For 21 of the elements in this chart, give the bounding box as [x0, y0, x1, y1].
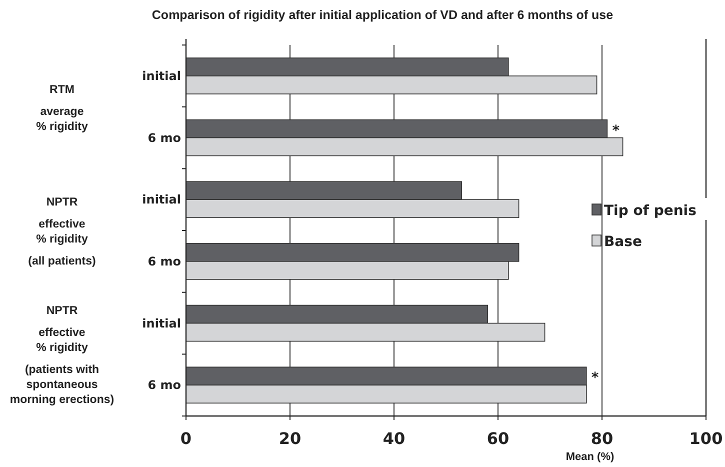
- text: NPTR effective % rigidity (all patients): [28, 196, 96, 268]
- legend-label: Tip of penis: [604, 203, 696, 219]
- x-tick-label: 60: [486, 429, 510, 448]
- y-tick-label: 6 mo: [148, 130, 181, 145]
- annotation: *: [612, 122, 620, 139]
- x-tick-label: 100: [689, 429, 723, 448]
- y-tick-label: initial: [142, 316, 181, 330]
- x-tick-label: 40: [382, 429, 406, 448]
- x-tick-label: 80: [590, 429, 614, 448]
- text: RTM average % rigidity: [36, 84, 88, 133]
- x-tick-label: 0: [180, 429, 192, 448]
- x-tick-label: 20: [278, 429, 302, 448]
- y-tick-label: 6 mo: [148, 378, 181, 392]
- legend-label: Base: [604, 234, 642, 250]
- y-tick-label: initial: [142, 192, 181, 207]
- text: NPTR effective % rigidity (patients with spontaneous morning erections): [10, 305, 114, 406]
- chart-title: Comparison of rigidity after initial application of VD and after 6 months of use: [152, 8, 614, 22]
- y-tick-label: 6 mo: [148, 254, 181, 268]
- y-tick-label: initial: [142, 68, 181, 83]
- annotation: *: [591, 370, 600, 386]
- x-axis-title: Mean (%): [566, 451, 614, 463]
